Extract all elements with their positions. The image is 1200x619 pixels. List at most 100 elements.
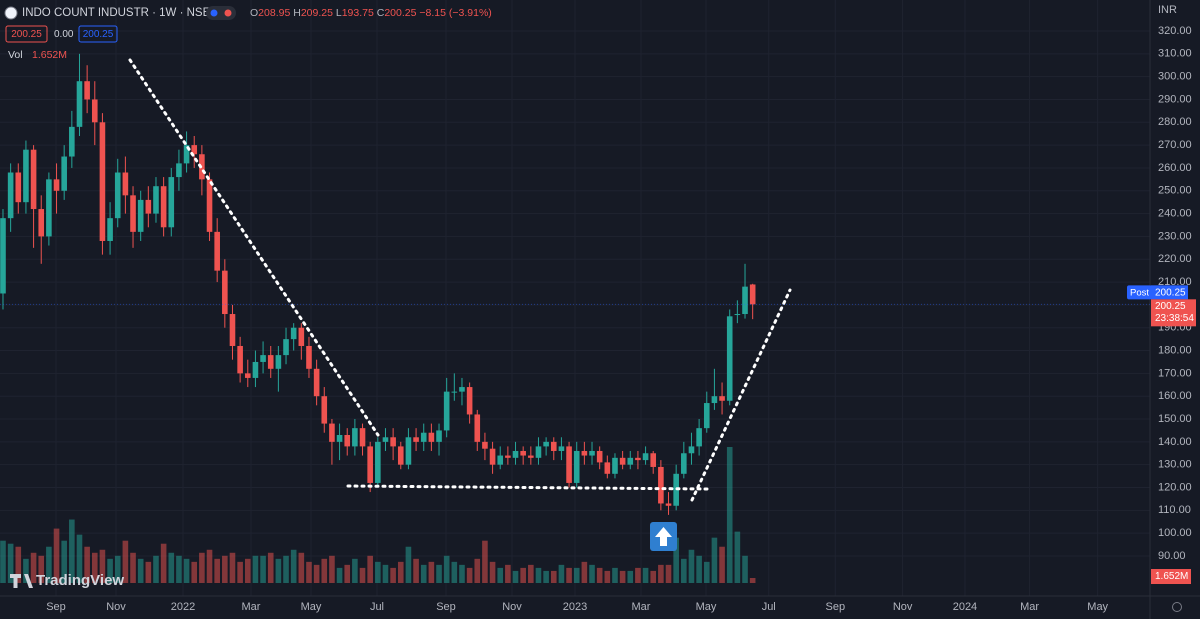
candle-body	[160, 186, 167, 228]
candle-body	[612, 457, 618, 474]
volume-bar	[573, 567, 580, 583]
volume-bar	[734, 531, 741, 583]
candle-body	[7, 172, 14, 219]
candle-body	[267, 355, 274, 369]
candle-body	[397, 446, 404, 465]
volume-bar	[482, 540, 488, 583]
candle-body	[306, 345, 312, 369]
candle-body	[298, 327, 305, 346]
candle-body	[191, 145, 198, 155]
candle-body	[107, 218, 113, 241]
volume-bar	[344, 564, 351, 583]
volume-bar	[658, 564, 664, 583]
x-tick-label: 2023	[563, 601, 587, 613]
volume-bar	[191, 561, 198, 583]
candle-body	[581, 450, 588, 456]
candle-body	[405, 437, 412, 465]
candle-body	[91, 99, 98, 123]
volume-bar	[497, 567, 504, 583]
volume-bar	[627, 570, 634, 583]
volume-bar	[535, 567, 542, 583]
drawings	[128, 58, 792, 502]
post-tag	[1127, 285, 1152, 300]
volume-bar	[298, 552, 305, 583]
volume-bar	[719, 546, 725, 583]
volume-tag	[1151, 569, 1191, 585]
y-tick-label: 170.00	[1158, 367, 1192, 379]
y-tick-label: 110.00	[1158, 504, 1191, 516]
candle-body	[183, 145, 190, 164]
volume-bar	[742, 555, 748, 583]
volume-bar	[137, 558, 144, 583]
ohlc-value: 200.25	[384, 7, 416, 19]
box	[78, 25, 118, 43]
y-tick-label: 240.00	[1158, 208, 1192, 220]
volume-bar	[7, 543, 14, 583]
y-tick-label: 220.00	[1158, 253, 1192, 265]
candle-body	[573, 450, 580, 483]
volume-bar	[681, 558, 687, 583]
y-tick-label: 280.00	[1158, 116, 1192, 128]
y-tick-label: 320.00	[1158, 25, 1192, 37]
volume-bar	[612, 567, 618, 583]
candle-body	[642, 453, 649, 461]
volume-bar	[329, 555, 335, 583]
volume-bar	[321, 558, 328, 583]
candles	[0, 53, 756, 515]
x-tick-label: Nov	[106, 601, 126, 613]
x-tick-label: Mar	[1020, 601, 1039, 613]
candle-body	[99, 122, 106, 241]
price-label: 200.25	[1155, 301, 1186, 312]
volume-bar	[550, 570, 557, 583]
candle-body	[604, 462, 611, 474]
y-tick-label: 230.00	[1158, 230, 1192, 242]
x-tick-label: Nov	[502, 601, 522, 613]
trend-line	[128, 58, 380, 437]
volume-bar	[390, 567, 396, 583]
y-tick-label: 90.00	[1158, 550, 1186, 562]
y-tick-label: 150.00	[1158, 413, 1192, 425]
candle-body	[352, 428, 358, 447]
candle-body	[53, 179, 60, 191]
volume-bar	[107, 558, 113, 583]
y-tick-label: 270.00	[1158, 139, 1192, 151]
volume-bar	[596, 567, 603, 583]
support-line	[346, 484, 710, 491]
post-label: Post	[1130, 287, 1149, 298]
candle-body	[122, 172, 129, 196]
candle-body	[665, 503, 672, 506]
candle-body	[313, 368, 320, 397]
volume-bar	[711, 537, 718, 583]
volume-bar	[489, 561, 496, 583]
candle-body	[726, 316, 733, 401]
x-tick-label: Mar	[242, 601, 261, 613]
volume-bar	[160, 543, 167, 583]
volume-bar	[413, 558, 419, 583]
volume-bar	[229, 552, 236, 583]
symbol-logo	[4, 6, 18, 20]
volume-bar	[336, 567, 343, 583]
volume-bar	[749, 578, 756, 583]
volume-bar	[382, 564, 389, 583]
candle-body	[550, 441, 557, 451]
settings-icon[interactable]	[1172, 602, 1182, 612]
y-tick-label: 180.00	[1158, 344, 1192, 356]
candle-body	[137, 199, 144, 232]
candle-body	[505, 455, 511, 458]
candle-body	[260, 355, 266, 362]
candle-body	[214, 231, 220, 271]
grid	[0, 0, 1150, 596]
volume-bar	[566, 567, 572, 583]
volume-bar	[367, 555, 373, 583]
volume-bar	[420, 564, 427, 583]
candle-body	[681, 453, 687, 474]
volume-bar	[726, 447, 733, 583]
volume-bar	[290, 549, 297, 583]
volume-bar	[214, 558, 220, 583]
volume-bar	[38, 555, 45, 583]
countdown: 23:38:54	[1155, 313, 1194, 324]
candle-body	[145, 199, 152, 214]
volume-bar	[352, 558, 358, 583]
volume-bar	[443, 555, 450, 583]
